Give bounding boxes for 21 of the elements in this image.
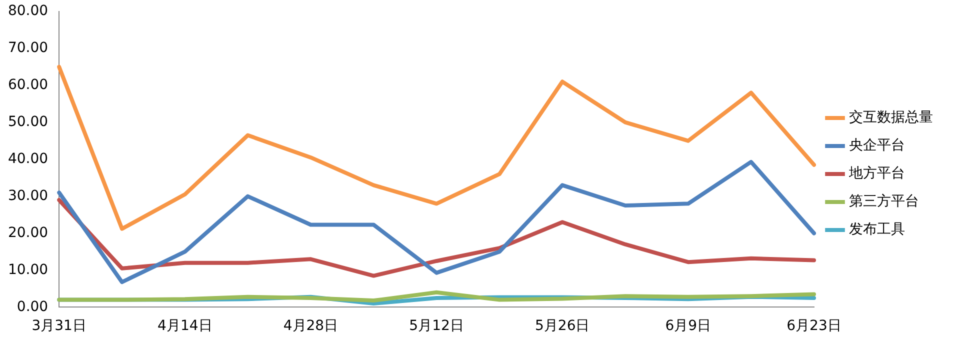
legend-label: 地方平台 [848,166,905,182]
legend-label: 央企平台 [849,138,905,154]
y-tick-label: 80.00 [8,3,48,20]
y-tick-label: 50.00 [8,114,48,130]
y-tick-label: 60.00 [8,76,48,93]
x-tick-label: 4月14日 [158,318,212,334]
x-tick-label: 3月31日 [32,318,86,334]
y-tick-label: 40.00 [8,150,48,167]
x-tick-label: 6月9日 [665,318,712,334]
x-tick-label: 5月26日 [534,318,590,334]
x-tick-label: 6月23日 [786,318,842,334]
y-tick-label: 0.00 [16,298,48,315]
x-tick-label: 5月12日 [409,318,464,334]
y-tick-label: 20.00 [8,224,48,241]
y-tick-label: 70.00 [8,40,48,56]
y-tick-label: 10.00 [8,262,48,278]
legend-label: 第三方平台 [849,194,919,210]
legend-label: 发布工具 [849,222,905,238]
legend-label: 交互数据总量 [849,110,933,126]
y-tick-label: 30.00 [8,188,48,204]
x-tick-label: 4月28日 [283,318,338,334]
